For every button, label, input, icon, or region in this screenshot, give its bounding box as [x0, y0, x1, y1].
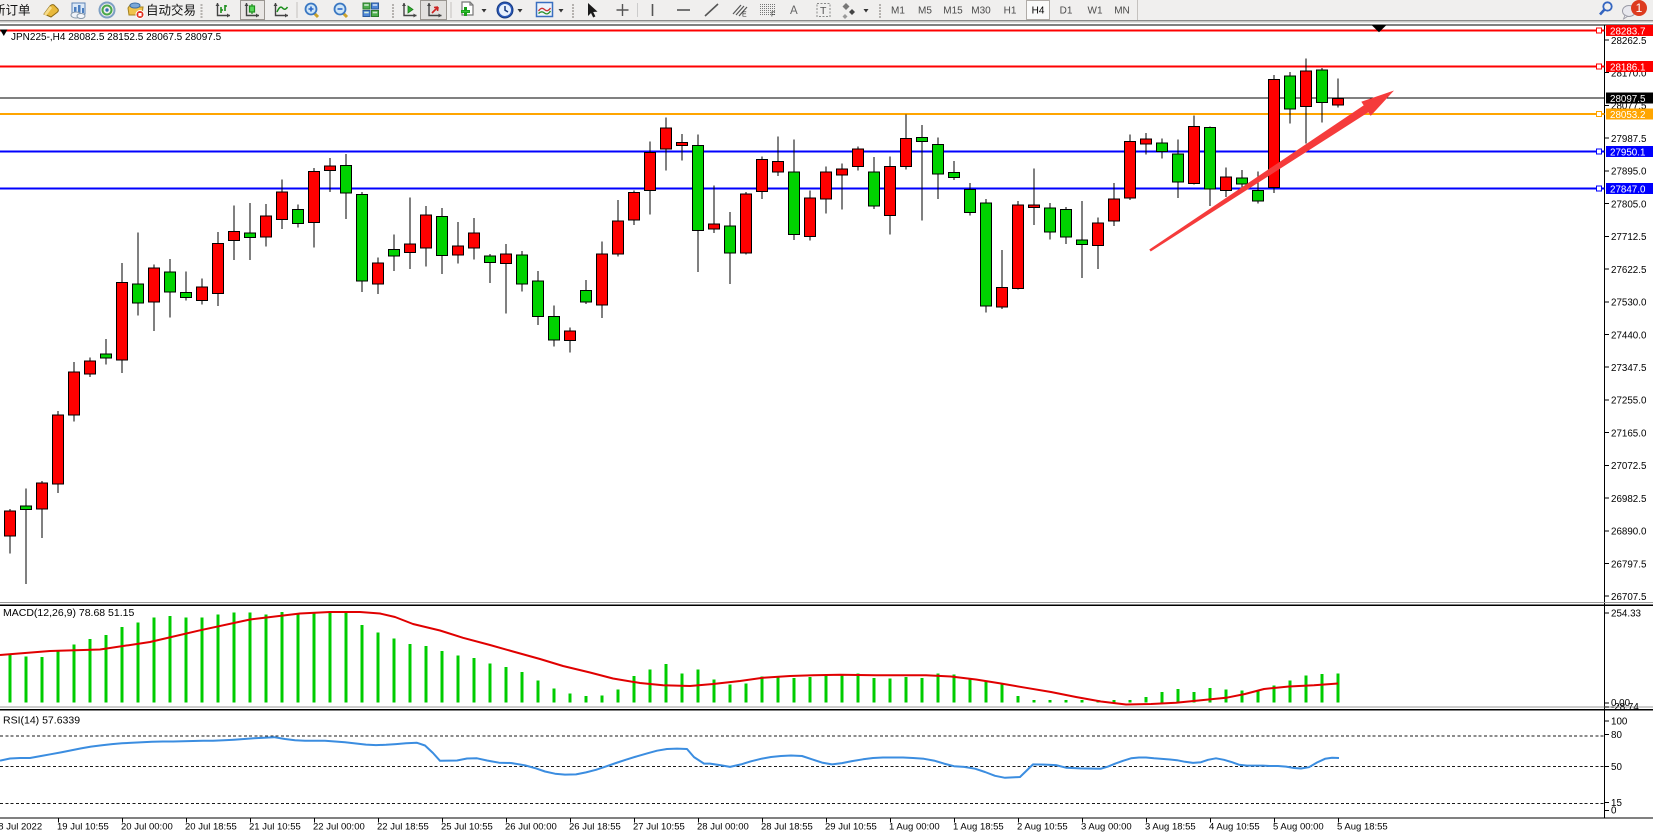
svg-text:28170.0: 28170.0 — [1611, 69, 1647, 80]
svg-text:自动交易: 自动交易 — [146, 3, 196, 18]
svg-text:19 Jul 10:55: 19 Jul 10:55 — [57, 822, 109, 832]
svg-text:80: 80 — [1611, 730, 1622, 741]
svg-text:27165.0: 27165.0 — [1611, 428, 1647, 439]
svg-text:27987.5: 27987.5 — [1611, 134, 1647, 145]
svg-text:28283.7: 28283.7 — [1610, 27, 1645, 38]
svg-text:18 Jul 2022: 18 Jul 2022 — [0, 822, 42, 832]
svg-text:26 Jul 00:00: 26 Jul 00:00 — [505, 822, 557, 832]
svg-text:26982.5: 26982.5 — [1611, 494, 1647, 505]
svg-text:E: E — [742, 12, 747, 19]
svg-text:3 Aug 18:55: 3 Aug 18:55 — [1145, 822, 1196, 832]
svg-text:3 Aug 00:00: 3 Aug 00:00 — [1081, 822, 1132, 832]
svg-text:28097.5: 28097.5 — [1610, 94, 1646, 105]
svg-text:2 Aug 10:55: 2 Aug 10:55 — [1017, 822, 1068, 832]
svg-text:A: A — [790, 5, 798, 17]
svg-text:27347.5: 27347.5 — [1611, 363, 1647, 374]
svg-text:27440.0: 27440.0 — [1611, 330, 1647, 341]
svg-text:50: 50 — [1611, 762, 1622, 773]
svg-text:27805.0: 27805.0 — [1611, 199, 1647, 210]
svg-text:T: T — [820, 5, 827, 17]
svg-text:28053.2: 28053.2 — [1610, 110, 1645, 121]
svg-text:0.00: 0.00 — [1611, 698, 1631, 709]
svg-text:28262.5: 28262.5 — [1611, 36, 1647, 47]
svg-text:27712.5: 27712.5 — [1611, 232, 1647, 243]
svg-text:D1: D1 — [1060, 6, 1073, 17]
svg-text:1 Aug 18:55: 1 Aug 18:55 — [953, 822, 1004, 832]
svg-text:21 Jul 10:55: 21 Jul 10:55 — [249, 822, 301, 832]
svg-text:27622.5: 27622.5 — [1611, 265, 1647, 276]
svg-text:15: 15 — [1611, 798, 1622, 809]
svg-text:27530.0: 27530.0 — [1611, 298, 1647, 309]
svg-text:0: 0 — [1611, 806, 1617, 817]
svg-text:25 Jul 10:55: 25 Jul 10:55 — [441, 822, 493, 832]
svg-text:H4: H4 — [1032, 6, 1045, 17]
svg-text:MN: MN — [1114, 6, 1130, 17]
svg-text:27950.1: 27950.1 — [1610, 148, 1645, 159]
svg-text:5 Aug 00:00: 5 Aug 00:00 — [1273, 822, 1324, 832]
svg-text:28077.5: 28077.5 — [1611, 101, 1647, 112]
svg-text:27895.0: 27895.0 — [1611, 167, 1647, 178]
svg-text:新订单: 新订单 — [0, 3, 31, 18]
svg-text:M30: M30 — [971, 6, 991, 17]
svg-text:27847.0: 27847.0 — [1610, 185, 1646, 196]
svg-text:M1: M1 — [891, 6, 905, 17]
svg-text:5 Aug 18:55: 5 Aug 18:55 — [1337, 822, 1388, 832]
svg-text:254.33: 254.33 — [1611, 608, 1642, 619]
svg-text:M5: M5 — [918, 6, 932, 17]
svg-text:W1: W1 — [1088, 6, 1103, 17]
svg-text:27072.5: 27072.5 — [1611, 461, 1647, 472]
svg-text:M15: M15 — [943, 6, 963, 17]
svg-text:27255.0: 27255.0 — [1611, 396, 1647, 407]
svg-text:26797.5: 26797.5 — [1611, 559, 1647, 570]
svg-text:28 Jul 18:55: 28 Jul 18:55 — [761, 822, 813, 832]
svg-text:20 Jul 18:55: 20 Jul 18:55 — [185, 822, 237, 832]
svg-text:1: 1 — [1636, 1, 1643, 15]
svg-text:1 Aug 00:00: 1 Aug 00:00 — [889, 822, 940, 832]
svg-text:4 Aug 10:55: 4 Aug 10:55 — [1209, 822, 1260, 832]
svg-text:RSI(14) 57.6339: RSI(14) 57.6339 — [3, 715, 80, 727]
svg-text:JPN225-,H4 28082.5 28152.5 28: JPN225-,H4 28082.5 28152.5 28067.5 28097… — [11, 32, 222, 43]
svg-text:20 Jul 00:00: 20 Jul 00:00 — [121, 822, 173, 832]
svg-text:22 Jul 18:55: 22 Jul 18:55 — [377, 822, 429, 832]
svg-text:28186.1: 28186.1 — [1610, 63, 1645, 74]
svg-text:H1: H1 — [1004, 6, 1017, 17]
svg-text:22 Jul 00:00: 22 Jul 00:00 — [313, 822, 365, 832]
svg-text:29 Jul 10:55: 29 Jul 10:55 — [825, 822, 877, 832]
svg-text:27 Jul 10:55: 27 Jul 10:55 — [633, 822, 685, 832]
svg-text:26 Jul 18:55: 26 Jul 18:55 — [569, 822, 621, 832]
svg-text:100: 100 — [1611, 716, 1628, 727]
svg-text:26707.5: 26707.5 — [1611, 592, 1647, 603]
svg-text:MACD(12,26,9) 78.68 51.15: MACD(12,26,9) 78.68 51.15 — [3, 607, 134, 619]
svg-text:F: F — [771, 12, 775, 19]
svg-text:-28.74: -28.74 — [1611, 702, 1639, 713]
svg-text:26890.0: 26890.0 — [1611, 527, 1647, 538]
svg-text:28 Jul 00:00: 28 Jul 00:00 — [697, 822, 749, 832]
